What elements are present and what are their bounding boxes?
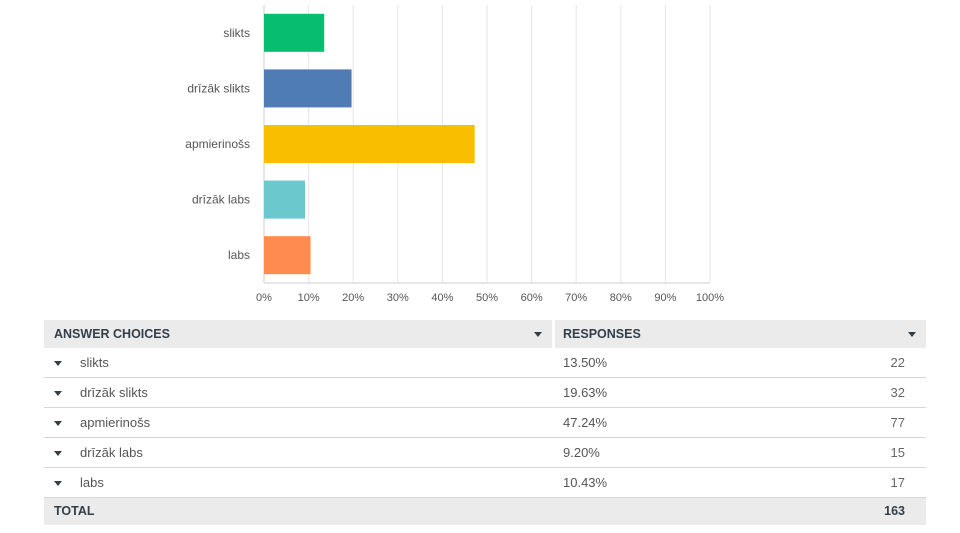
expand-caret-icon[interactable] [54,408,62,437]
x-tick-labels: 0% 10% 20% 30% 40% 50% 60% 70% 80% 90% 100% [256,292,724,304]
bar[interactable] [264,13,325,52]
response-count: 17 [890,475,905,490]
answer-choice-label: slikts [80,355,109,370]
bar[interactable] [264,125,475,163]
x-tick-label: 30% [387,292,409,304]
answer-choice-label: apmierinošs [80,415,151,430]
answer-choices-sort-icon[interactable] [534,320,542,348]
x-tick-label: 100% [696,292,724,304]
answer-choice-label: drīzāk slikts [80,385,148,400]
answer-choice-label: drīzāk labs [80,445,143,460]
category-labels: slikts drīzāk slikts apmierinošs drīzāk lab… [185,26,250,262]
table-row: drīzāk labs 9.20% 15 [44,438,926,468]
x-tick-label: 40% [431,292,453,304]
response-percent: 13.50% [563,355,608,370]
x-tick-label: 70% [565,292,587,304]
table-body: slikts 13.50% 22 drīzāk slikts 19.63% 32 apmie… [44,348,926,498]
response-percent: 47.24% [563,415,608,430]
response-count: 77 [890,415,905,430]
responses-header: RESPONSES [563,327,641,341]
results-table: ANSWER CHOICES RESPONSES slikts 13.50% 22 d… [44,320,926,525]
chart-bars [264,13,475,275]
category-label: labs [228,248,250,262]
category-label: slikts [223,26,250,40]
table-row: drīzāk slikts 19.63% 32 [44,378,926,408]
category-label: drīzāk slikts [187,81,250,95]
response-count: 15 [890,445,905,460]
bar[interactable] [264,180,306,219]
category-label: drīzāk labs [192,193,250,207]
x-tick-label: 20% [342,292,364,304]
answer-choice-label: labs [80,475,104,490]
response-percent: 9.20% [563,445,600,460]
x-tick-label: 60% [521,292,543,304]
bar-chart: slikts drīzāk slikts apmierinošs drīzāk lab… [185,5,724,304]
table-row: slikts 13.50% 22 [44,348,926,378]
x-tick-label: 0% [256,292,272,304]
total-count: 163 [884,504,905,518]
bar[interactable] [264,69,352,108]
x-tick-label: 10% [298,292,320,304]
x-tick-label: 90% [654,292,676,304]
category-label: apmierinošs [185,137,250,151]
table-row: labs 10.43% 17 [44,468,926,498]
x-tick-label: 80% [610,292,632,304]
expand-caret-icon[interactable] [54,468,62,497]
table-header: ANSWER CHOICES RESPONSES [44,320,926,348]
expand-caret-icon[interactable] [54,438,62,467]
table-row: apmierinošs 47.24% 77 [44,408,926,438]
response-count: 32 [890,385,905,400]
response-count: 22 [890,355,905,370]
x-tick-label: 50% [476,292,498,304]
answer-choices-header: ANSWER CHOICES [54,327,170,341]
expand-caret-icon[interactable] [54,348,62,377]
total-row: TOTAL 163 [44,498,926,525]
expand-caret-icon[interactable] [54,378,62,407]
response-percent: 19.63% [563,385,608,400]
responses-sort-icon[interactable] [908,320,916,348]
response-percent: 10.43% [563,475,608,490]
column-separator [552,320,555,348]
total-label: TOTAL [54,504,95,518]
bar[interactable] [264,236,311,275]
